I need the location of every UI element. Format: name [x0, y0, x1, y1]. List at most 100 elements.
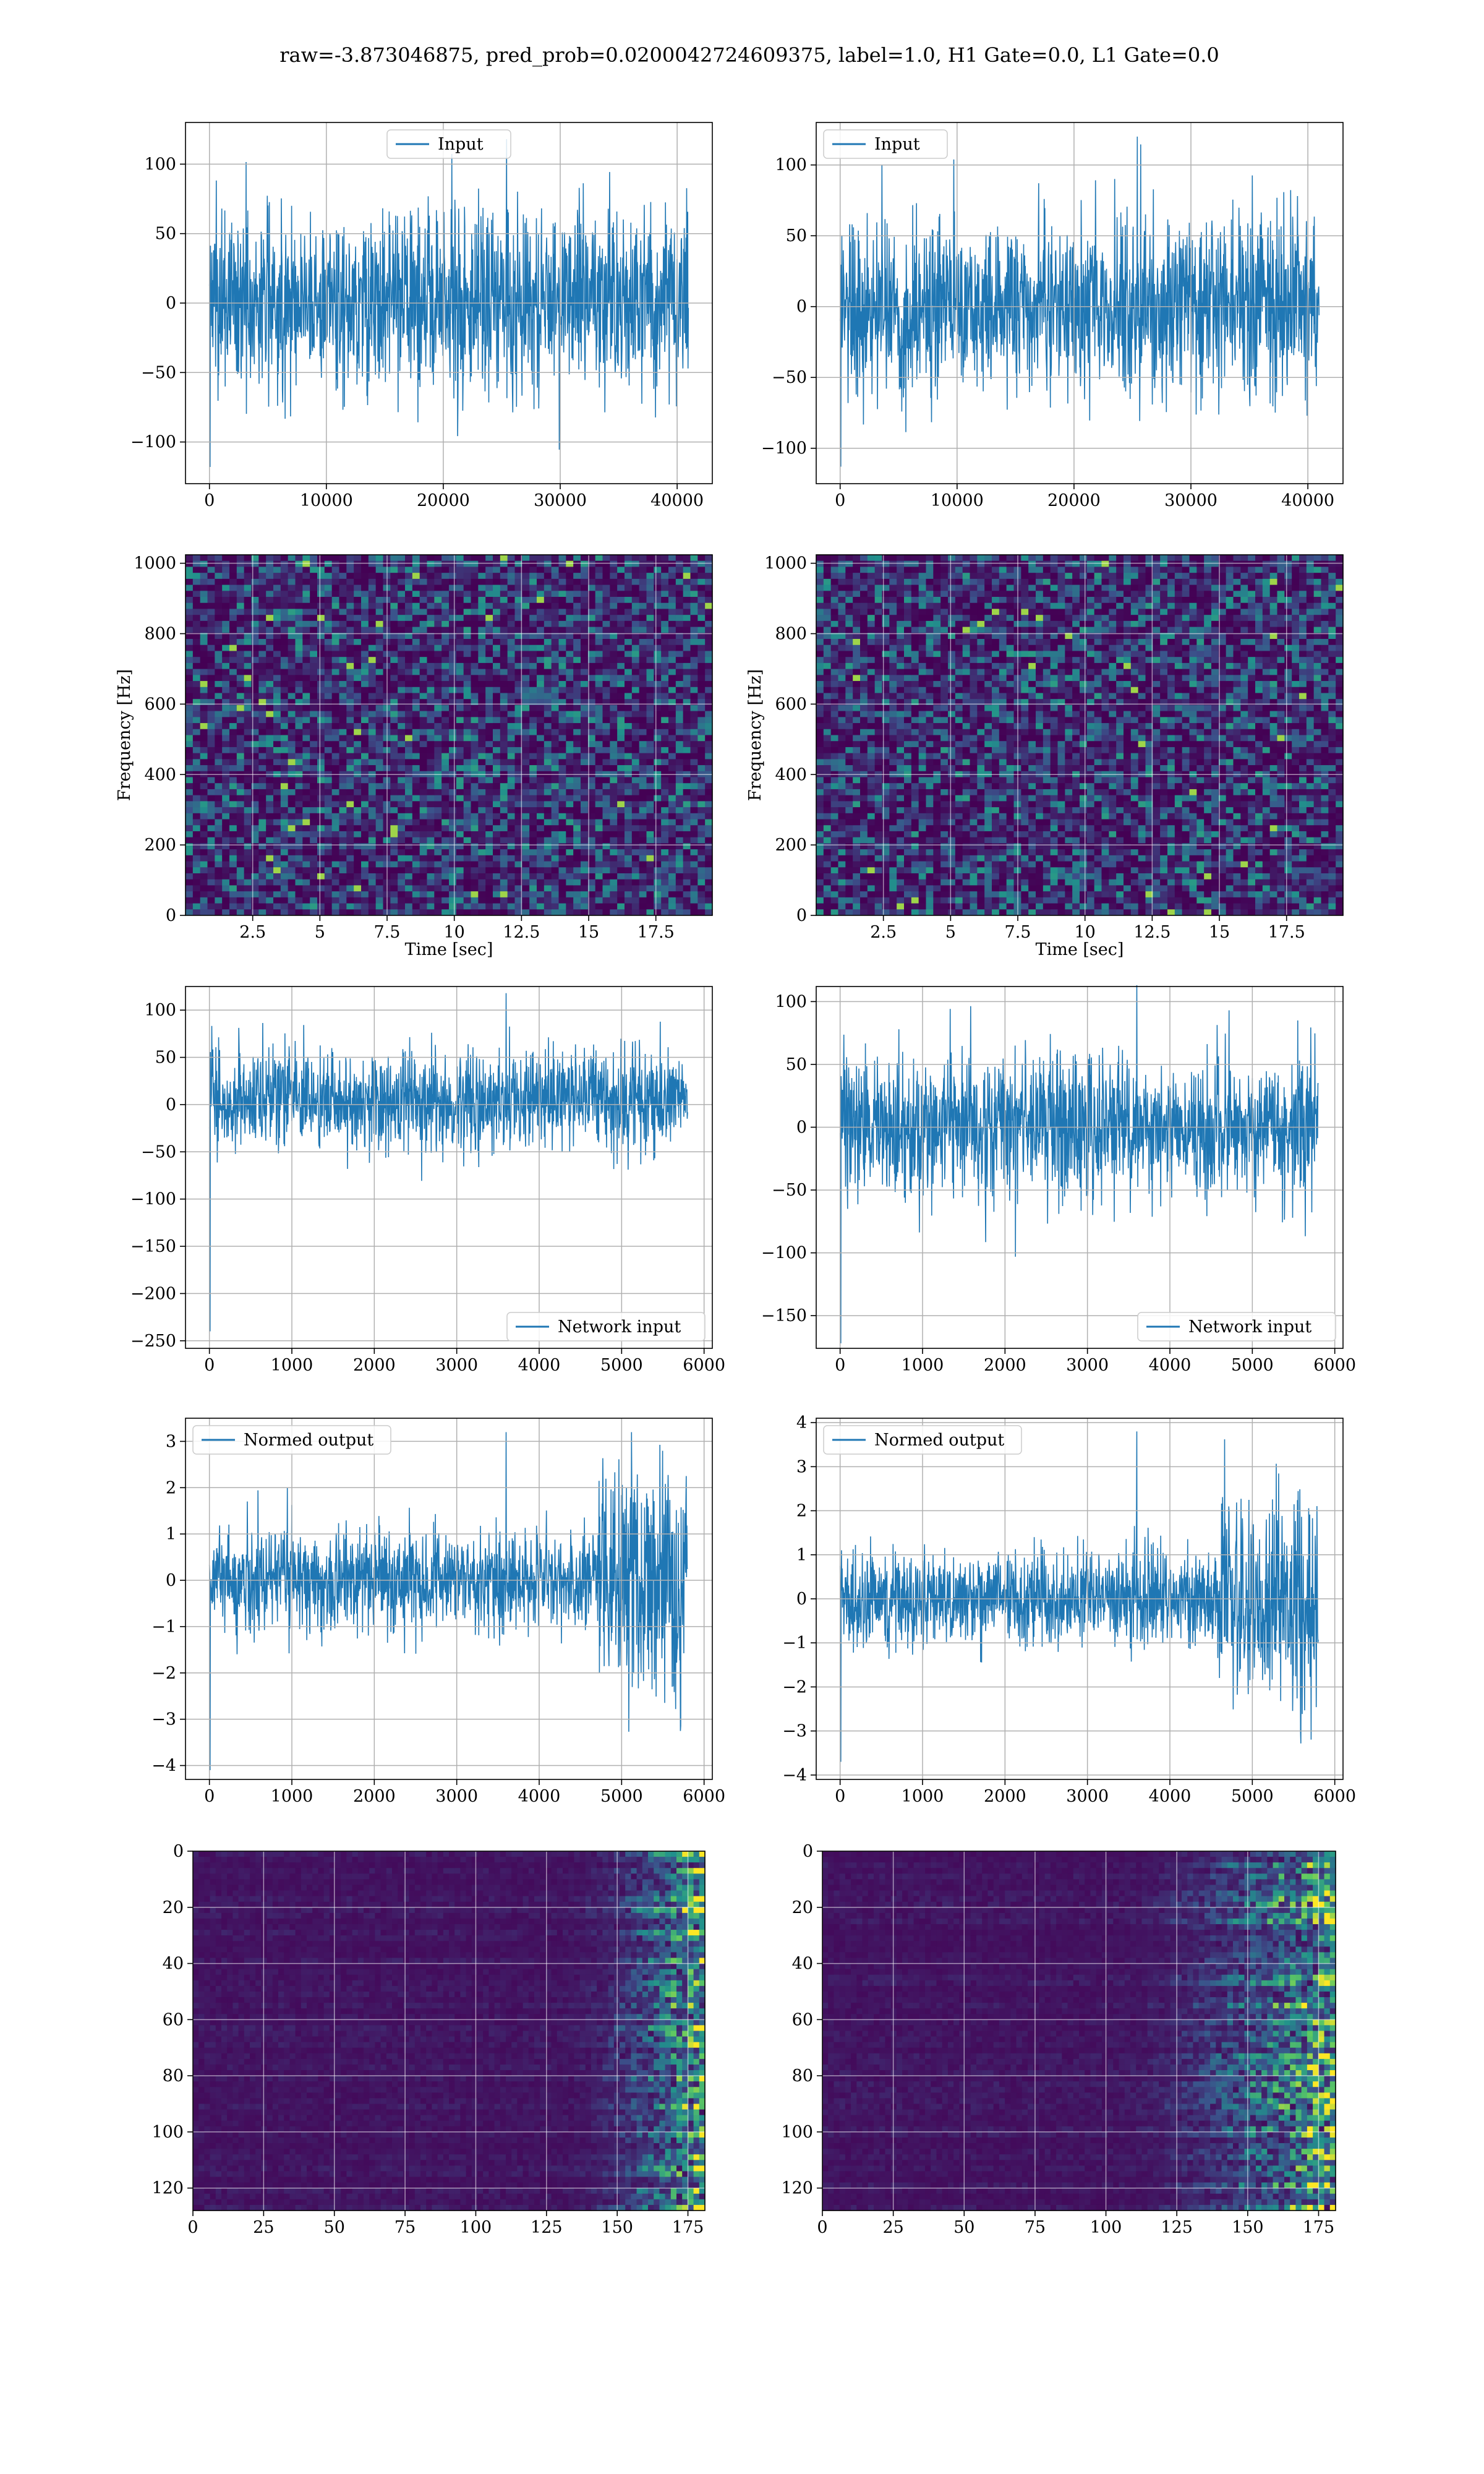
heatmap-cell: [434, 897, 442, 904]
heatmap-cell: [390, 657, 398, 664]
heatmap-cell: [500, 849, 508, 856]
x-tick-label: 0: [835, 491, 845, 510]
heatmap-cell: [587, 819, 596, 826]
heatmap-cell: [867, 729, 876, 736]
heatmap-cell: [830, 741, 839, 748]
heatmap-cell: [610, 909, 618, 916]
heatmap-cell: [236, 819, 245, 826]
heatmap-cell: [551, 584, 560, 591]
heatmap-cell: [405, 578, 413, 586]
x-tick-label: 40000: [650, 491, 704, 510]
heatmap-cell: [280, 573, 289, 580]
heatmap-cell: [816, 783, 824, 790]
heatmap-cell: [522, 879, 530, 886]
heatmap-cell: [456, 759, 464, 766]
heatmap-cell: [493, 711, 501, 717]
heatmap-cell: [493, 879, 501, 886]
heatmap-cell: [697, 909, 706, 916]
heatmap-cell: [186, 897, 194, 904]
heatmap-cell: [244, 867, 252, 874]
heatmap-cell: [654, 819, 662, 826]
heatmap-cell: [215, 567, 223, 573]
heatmap-cell: [646, 759, 654, 766]
heatmap-cell: [845, 843, 853, 850]
heatmap-cell: [324, 807, 333, 814]
heatmap-cell: [266, 795, 274, 802]
heatmap-cell: [419, 789, 428, 796]
heatmap-cell: [697, 729, 706, 736]
heatmap-cell: [339, 555, 347, 562]
heatmap-cell: [207, 885, 215, 892]
heatmap-cell: [485, 777, 493, 784]
heatmap-cell: [661, 693, 669, 700]
heatmap-cell: [317, 723, 325, 730]
heatmap-cell: [823, 789, 832, 796]
heatmap-cell: [625, 584, 633, 591]
heatmap-cell: [581, 831, 589, 838]
heatmap-cell: [339, 891, 347, 898]
heatmap-cell: [625, 669, 633, 675]
heatmap-cell: [346, 633, 354, 640]
heatmap-cell: [514, 567, 522, 573]
heatmap-cell: [310, 903, 318, 910]
heatmap-cell: [368, 615, 377, 622]
heatmap-cell: [867, 687, 876, 694]
heatmap-cell: [434, 609, 442, 615]
heatmap-cell: [215, 861, 223, 868]
heatmap-cell: [602, 825, 610, 832]
heatmap-cell: [288, 597, 296, 604]
heatmap-cell: [705, 867, 713, 874]
heatmap-cell: [200, 759, 208, 766]
heatmap-cell: [449, 903, 457, 910]
heatmap-cell: [295, 789, 303, 796]
heatmap-cell: [485, 560, 493, 568]
heatmap-cell: [361, 735, 369, 742]
heatmap-cell: [683, 704, 691, 712]
heatmap-cell: [675, 602, 684, 610]
heatmap-cell: [485, 879, 493, 886]
heatmap-cell: [288, 729, 296, 736]
heatmap-cell: [346, 741, 354, 748]
heatmap-cell: [236, 789, 245, 796]
heatmap-cell: [375, 741, 384, 748]
heatmap-cell: [514, 687, 522, 694]
heatmap-cell: [845, 777, 853, 784]
heatmap-cell: [390, 903, 398, 910]
heatmap-cell: [339, 693, 347, 700]
heatmap-cell: [229, 615, 237, 622]
heatmap-cell: [595, 704, 603, 712]
heatmap-cell: [186, 759, 194, 766]
heatmap-cell: [192, 849, 201, 856]
heatmap-cell: [368, 573, 377, 580]
heatmap-cell: [507, 699, 516, 706]
heatmap-cell: [485, 627, 493, 633]
heatmap-cell: [346, 885, 354, 892]
heatmap-cell: [537, 602, 545, 610]
heatmap-cell: [537, 867, 545, 874]
heatmap-cell: [251, 819, 259, 826]
heatmap-cell: [251, 723, 259, 730]
heatmap-cell: [537, 681, 545, 688]
heatmap-cell: [192, 609, 201, 615]
heatmap-cell: [471, 765, 479, 772]
heatmap-cell: [581, 909, 589, 916]
heatmap-cell: [390, 644, 398, 652]
heatmap-cell: [581, 747, 589, 754]
heatmap-cell: [412, 777, 420, 784]
heatmap-cell: [375, 717, 384, 724]
heatmap-cell: [683, 729, 691, 736]
heatmap-cell: [697, 627, 706, 633]
heatmap-cell: [838, 675, 846, 682]
heatmap-cell: [222, 717, 230, 724]
heatmap-cell: [823, 735, 832, 742]
heatmap-cell: [419, 704, 428, 712]
heatmap-cell: [551, 789, 560, 796]
heatmap-cell: [390, 861, 398, 868]
heatmap-cell: [625, 717, 633, 724]
heatmap-cell: [317, 747, 325, 754]
heatmap-cell: [566, 669, 574, 675]
heatmap-cell: [675, 849, 684, 856]
heatmap-cell: [581, 567, 589, 573]
heatmap-cell: [207, 741, 215, 748]
heatmap-cell: [398, 807, 406, 814]
